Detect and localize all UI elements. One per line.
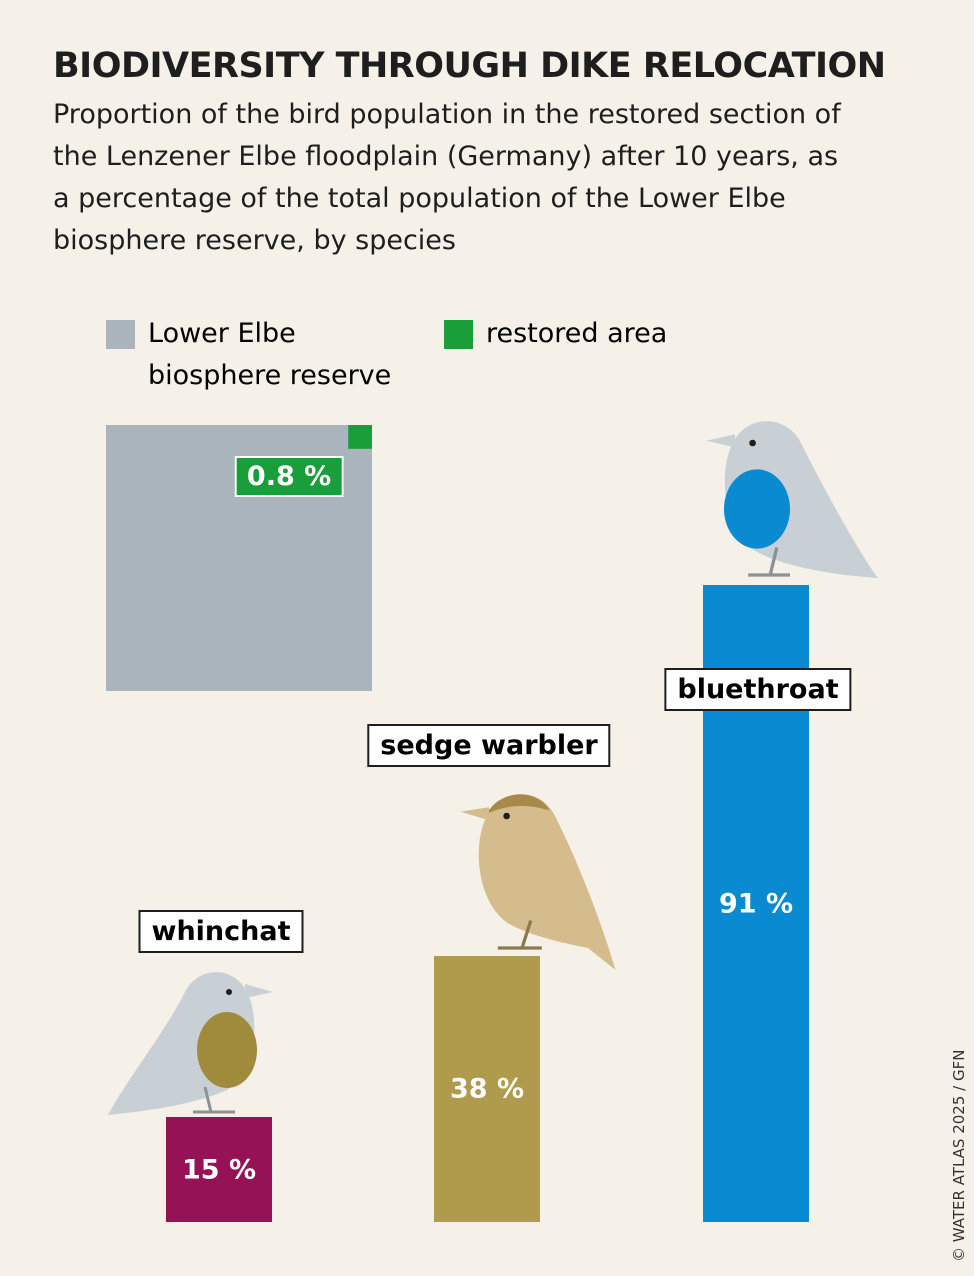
- restored-area: [348, 425, 372, 449]
- value-label: 91 %: [718, 888, 794, 919]
- category-label: whinchat: [138, 910, 304, 953]
- bar: [166, 1117, 272, 1222]
- legend-label: Lower Elbe biosphere reserve: [148, 318, 392, 391]
- category-label: sedge warbler: [367, 724, 611, 767]
- legend-label: restored area: [486, 318, 668, 349]
- value-label: 38 %: [449, 1073, 525, 1105]
- bar: [434, 956, 540, 1222]
- category-label: bluethroat: [664, 668, 852, 711]
- sedge-warbler-bird: [460, 794, 616, 970]
- bluethroat-bird: [706, 421, 878, 579]
- legend-swatch: [444, 320, 473, 349]
- chart-subtitle: Proportion of the bird population in the…: [53, 99, 841, 256]
- whinchat-bird: [108, 972, 273, 1115]
- value-label: 15 %: [181, 1154, 257, 1185]
- legend-swatch: [106, 320, 135, 349]
- restored-value-label: 0.8 %: [234, 455, 344, 497]
- source: © WATER ATLAS 2025 / GFN: [950, 1049, 968, 1262]
- chart-title: BIODIVERSITY THROUGH DIKE RELOCATION: [53, 46, 886, 86]
